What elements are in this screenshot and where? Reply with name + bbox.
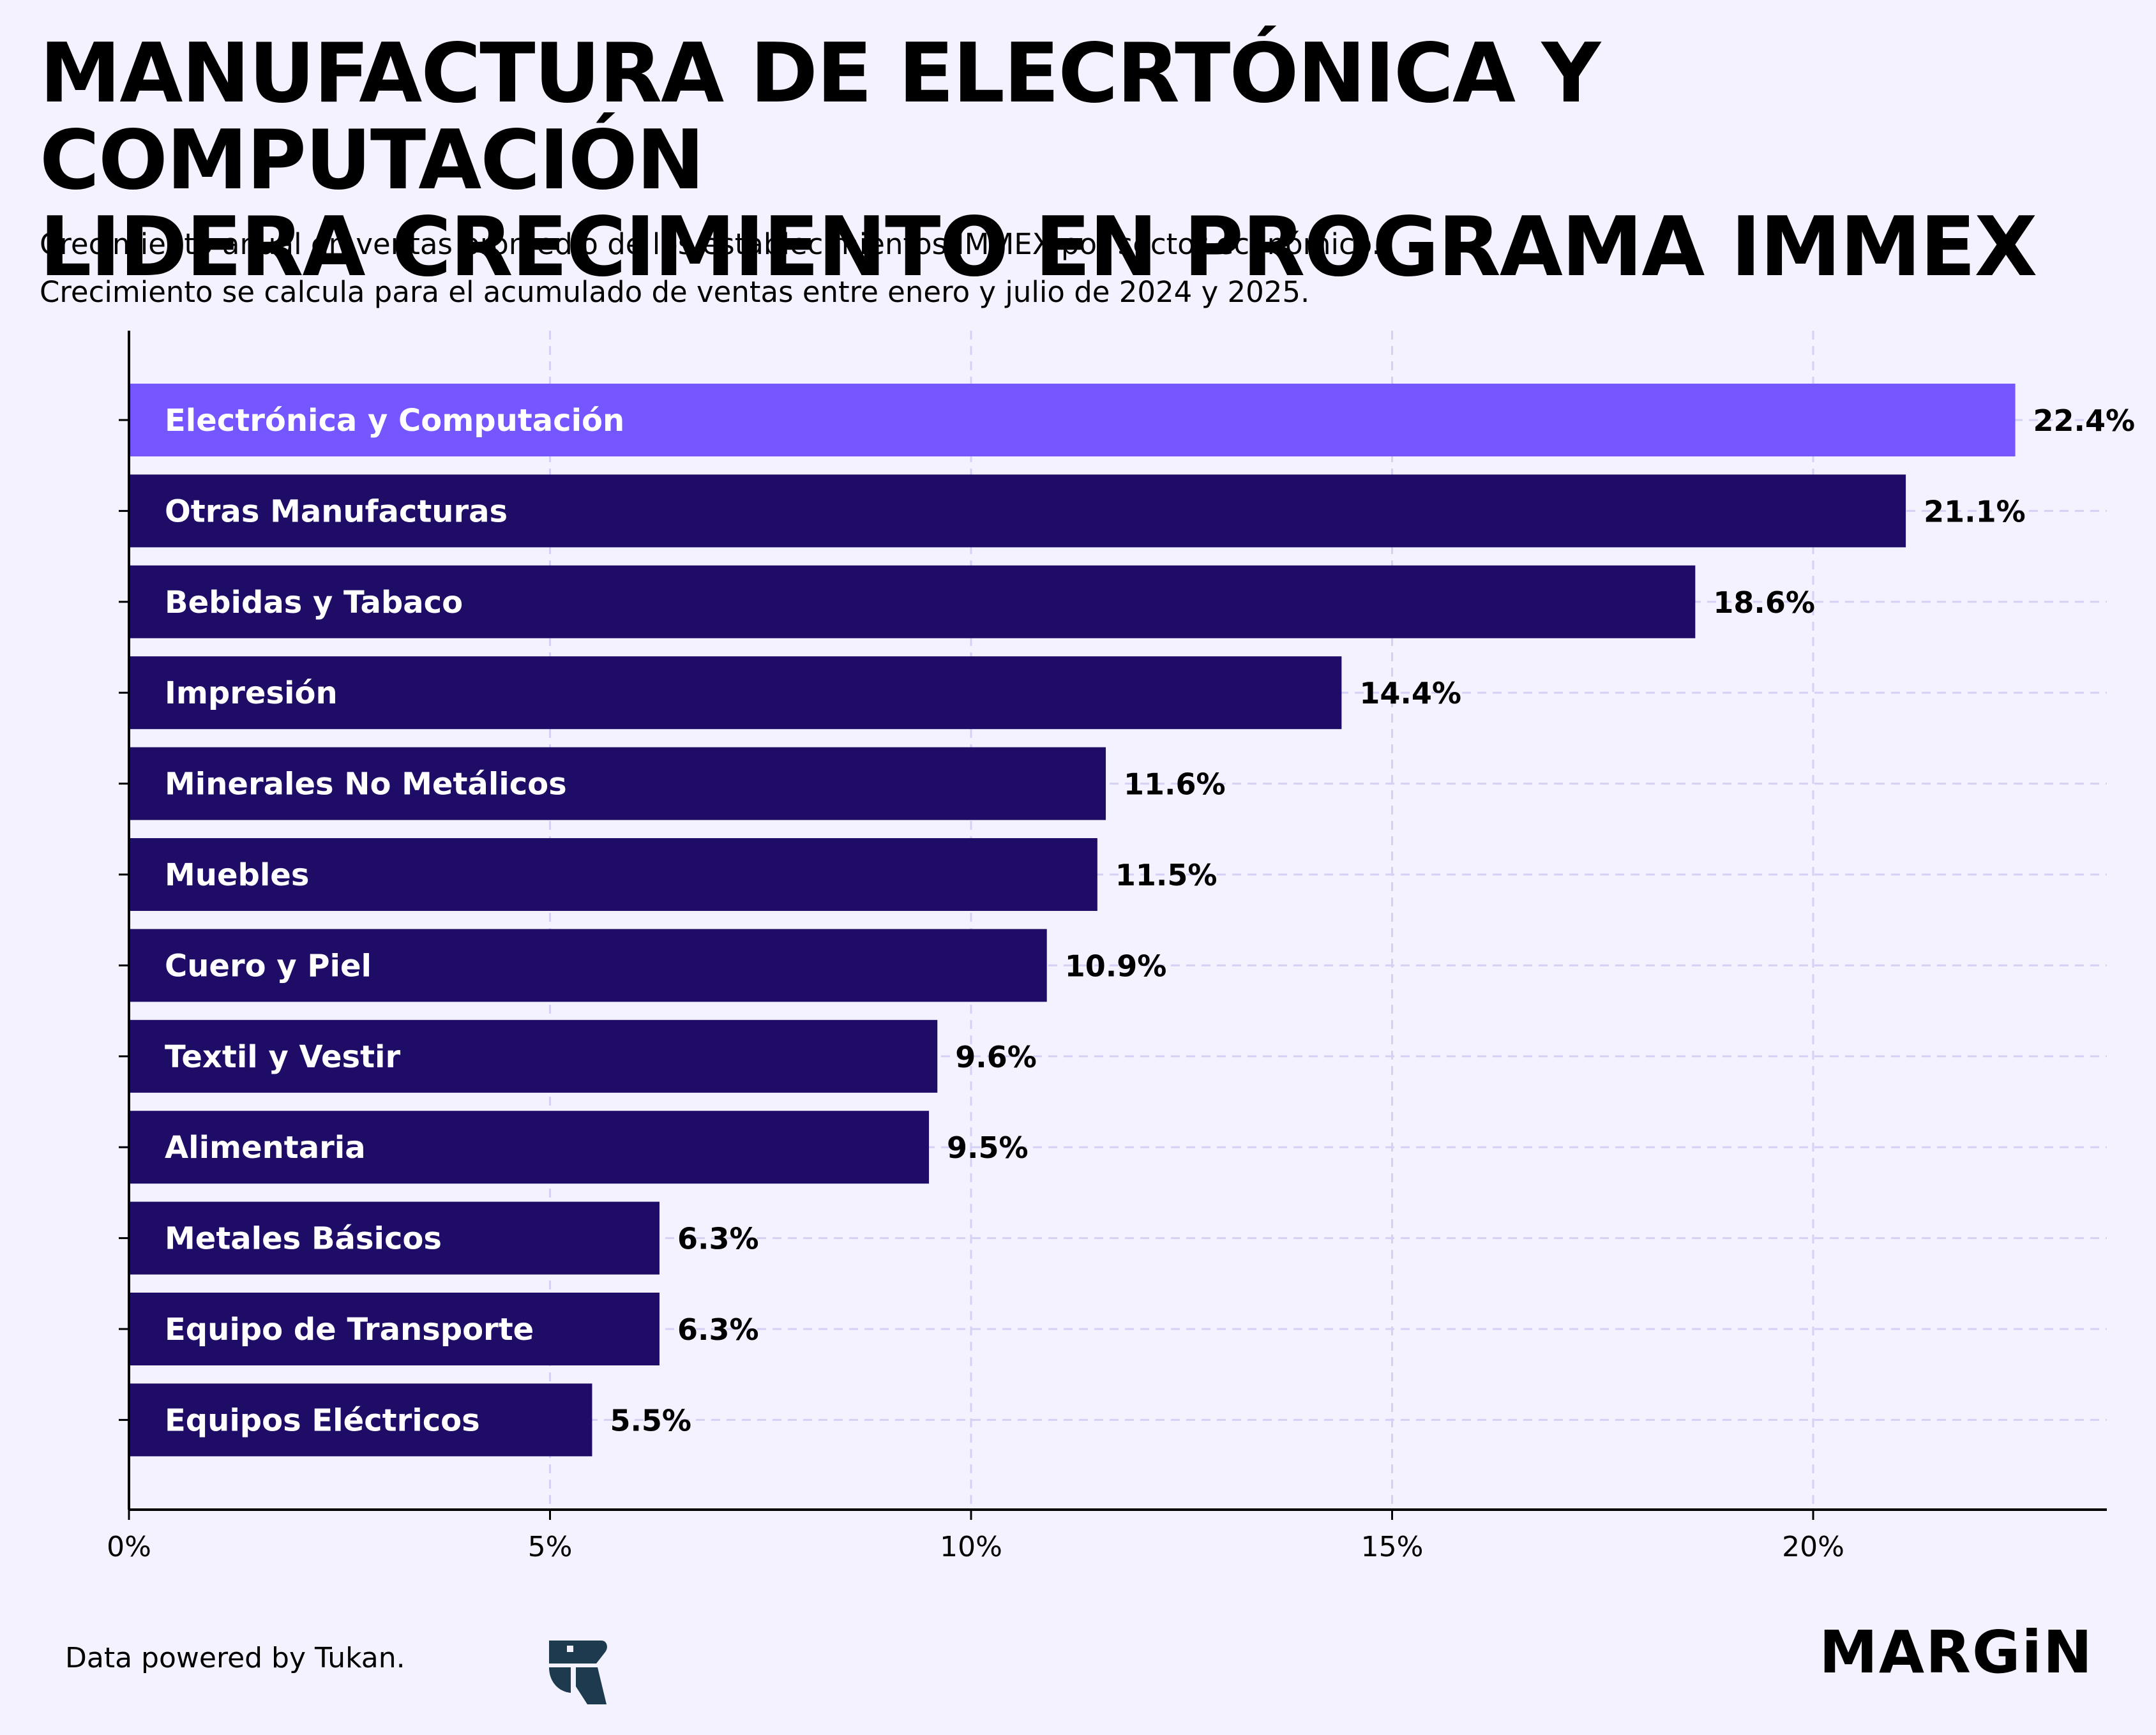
x-tick-label: 15% [1361,1531,1424,1563]
bar [129,656,1342,730]
bar-value-label: 22.4% [2033,403,2136,438]
title-line-1: MANUFACTURA DE ELECRTÓNICA Y COMPUTACIÓN [40,26,1601,208]
bar [129,1019,938,1093]
x-tick-label: 0% [107,1531,151,1563]
bar [129,747,1106,820]
bar-category-label: Equipos Eléctricos [165,1402,480,1438]
title-line-2: LIDERA CRECIMIENTO EN PROGRAMA IMMEX [40,200,2037,295]
margin-brand-logo: MARGiN [1819,1618,2093,1686]
x-tick-label: 20% [1782,1531,1844,1563]
bar-value-label: 5.5% [610,1403,691,1438]
bar-category-label: Muebles [165,857,309,893]
bar [129,929,1047,1002]
bar-category-label: Impresión [165,675,338,711]
bar [129,1111,930,1184]
chart-title: MANUFACTURA DE ELECRTÓNICA Y COMPUTACIÓN… [40,31,2121,291]
bar-category-label: Electrónica y Computación [165,403,624,439]
bar [129,384,2016,456]
subtitle-line-2: Crecimiento se calcula para el acumulado… [40,275,1310,309]
bar-category-label: Alimentaria [165,1130,366,1166]
data-source-note: Data powered by Tukan. [65,1642,405,1674]
bar-value-label: 18.6% [1713,585,1815,620]
bar [129,838,1097,911]
bar-value-label: 21.1% [1924,494,2026,529]
subtitle-line-1: Crecimiento anual en ventas promedio de … [40,227,1381,261]
bar-category-label: Metales Básicos [165,1221,442,1257]
bar-value-label: 6.3% [677,1312,759,1347]
bar [129,565,1696,638]
bar-value-label: 11.5% [1115,858,1217,892]
bar [129,1201,660,1275]
bar-category-label: Bebidas y Tabaco [165,585,463,620]
bar-value-label: 9.6% [955,1040,1037,1074]
bar-category-label: Cuero y Piel [165,948,372,984]
bar-value-label: 14.4% [1359,676,1461,710]
bar [129,474,1906,548]
bar-value-label: 9.5% [947,1130,1029,1165]
bar-category-label: Otras Manufacturas [165,493,508,529]
bar-value-label: 10.9% [1065,949,1167,983]
bar-category-label: Textil y Vestir [165,1039,400,1075]
bar [129,1293,660,1365]
x-tick-label: 5% [528,1531,573,1563]
x-tick-label: 10% [940,1531,1002,1563]
bar [129,1383,592,1457]
bar-category-label: Equipo de Transporte [165,1312,534,1348]
tukan-logo-icon [549,1641,607,1704]
bar-value-label: 11.6% [1124,767,1226,802]
bar-category-label: Minerales No Metálicos [165,767,567,802]
bar-value-label: 6.3% [677,1222,759,1256]
